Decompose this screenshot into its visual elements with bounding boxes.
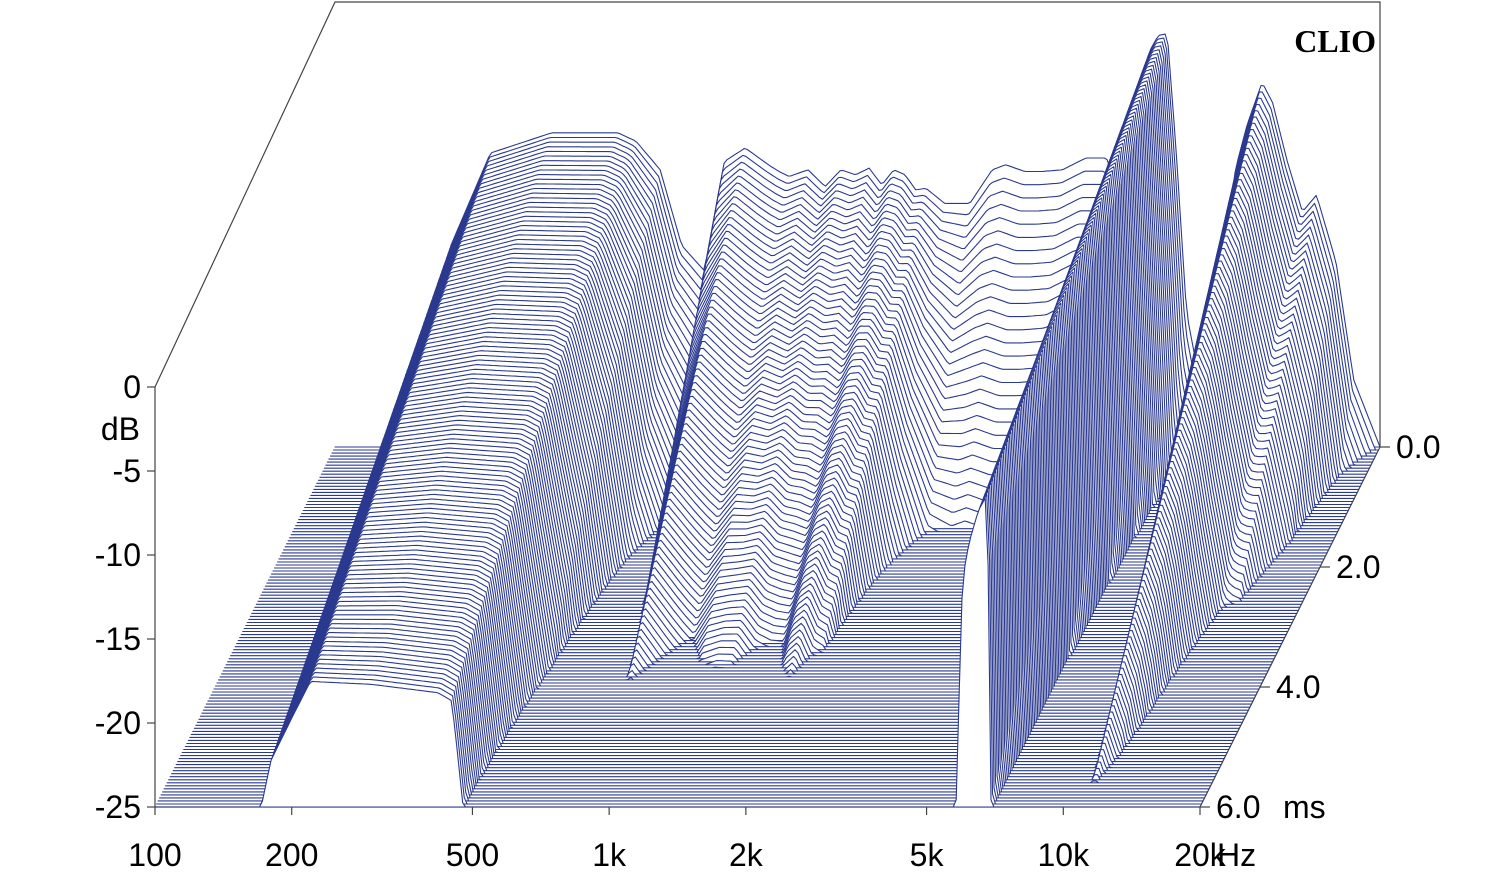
x-tick-label: 5k — [910, 837, 945, 873]
z-axis-unit: ms — [1283, 789, 1326, 825]
x-tick-label: 2k — [729, 837, 764, 873]
clio-brand-label: CLIO — [1294, 23, 1376, 59]
z-tick-label: 0.0 — [1396, 429, 1440, 465]
decay-slice — [154, 497, 1201, 808]
x-tick-label: 200 — [265, 837, 318, 873]
x-tick-label: 20k — [1174, 837, 1227, 873]
z-tick-label: 6.0 — [1216, 789, 1260, 825]
y-tick-label: 0 — [123, 369, 141, 405]
y-tick-label: -10 — [95, 537, 141, 573]
x-tick-label: 1k — [592, 837, 627, 873]
y-tick-label: -15 — [95, 621, 141, 657]
rear-wall-outline — [154, 1, 1381, 447]
x-axis-unit: Hz — [1217, 837, 1256, 873]
y-tick-label: -5 — [113, 453, 141, 489]
x-tick-label: 10k — [1037, 837, 1090, 873]
z-tick-label: 4.0 — [1276, 669, 1320, 705]
y-tick-label: -20 — [95, 705, 141, 741]
x-tick-label: 100 — [128, 837, 181, 873]
y-tick-label: -25 — [95, 789, 141, 825]
y-axis-unit: dB — [101, 411, 140, 447]
axis-ticks: 100 200 500 1k 2k 5k 10k 20k 0 -5 -10 -15 -20 -25 0.0 2… — [95, 369, 1441, 873]
z-tick-label: 2.0 — [1336, 549, 1380, 585]
decay-slices — [154, 33, 1381, 808]
x-tick-label: 500 — [446, 837, 499, 873]
